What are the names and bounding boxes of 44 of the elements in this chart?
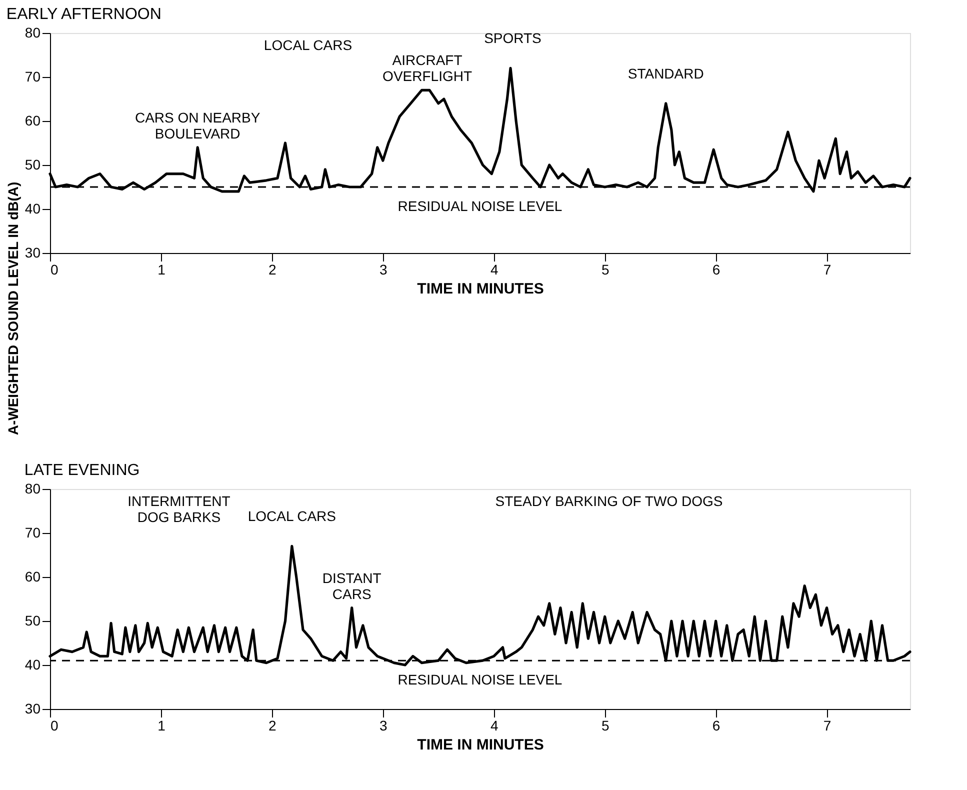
- x-tick-label: 5: [601, 718, 610, 734]
- x-tick-label: 7: [823, 262, 832, 278]
- x-tick-label: 2: [268, 262, 277, 278]
- x-tick-label: 2: [268, 718, 277, 734]
- annotation: INTERMITTENT DOG BARKS: [128, 493, 231, 525]
- x-tick-label: 6: [712, 718, 720, 734]
- annotation: CARS ON NEARBY BOULEVARD: [134, 109, 261, 142]
- annotation: LOCAL CARS: [264, 37, 352, 53]
- x-tick-label: 4: [490, 262, 498, 278]
- y-tick-label: 70: [24, 524, 41, 540]
- x-axis-title: TIME IN MINUTES: [417, 280, 544, 298]
- x-tick-label: 7: [823, 718, 832, 734]
- x-tick-label: 0: [50, 718, 58, 734]
- ref-line-label: RESIDUAL NOISE LEVEL: [398, 198, 562, 214]
- x-tick-label: 1: [158, 262, 166, 278]
- y-tick-label: 40: [24, 656, 41, 672]
- ref-line-label: RESIDUAL NOISE LEVEL: [398, 672, 562, 688]
- y-tick-label: 50: [24, 612, 41, 628]
- x-tick-label: 4: [490, 718, 498, 734]
- y-tick-label: 70: [24, 68, 41, 84]
- y-tick-label: 50: [24, 156, 41, 172]
- chart-title: EARLY AFTERNOON: [6, 6, 162, 23]
- x-tick-label: 5: [601, 262, 610, 278]
- chart-title: LATE EVENING: [24, 462, 140, 479]
- y-tick-label: 30: [24, 700, 41, 716]
- annotation: DISTANT CARS: [322, 570, 382, 602]
- annotation: SPORTS: [484, 30, 542, 46]
- x-tick-label: 3: [380, 718, 388, 734]
- x-tick-label: 0: [50, 262, 58, 278]
- y-tick-label: 80: [24, 480, 41, 496]
- x-axis-title: TIME IN MINUTES: [417, 736, 544, 754]
- x-tick-label: 6: [712, 262, 720, 278]
- annotation: AIRCRAFT OVERFLIGHT: [382, 52, 472, 84]
- annotation: STEADY BARKING OF TWO DOGS: [495, 493, 723, 509]
- y-tick-label: 40: [24, 200, 41, 216]
- annotation: STANDARD: [628, 65, 704, 82]
- y-tick-label: 60: [24, 568, 41, 584]
- y-tick-label: 60: [24, 112, 41, 128]
- y-tick-label: 30: [24, 244, 41, 260]
- x-tick-label: 1: [158, 718, 166, 734]
- x-tick-label: 3: [380, 262, 388, 278]
- y-axis-title: A-WEIGHTED SOUND LEVEL IN dB(A): [4, 182, 21, 436]
- annotation: LOCAL CARS: [248, 508, 336, 524]
- y-tick-label: 80: [24, 24, 41, 40]
